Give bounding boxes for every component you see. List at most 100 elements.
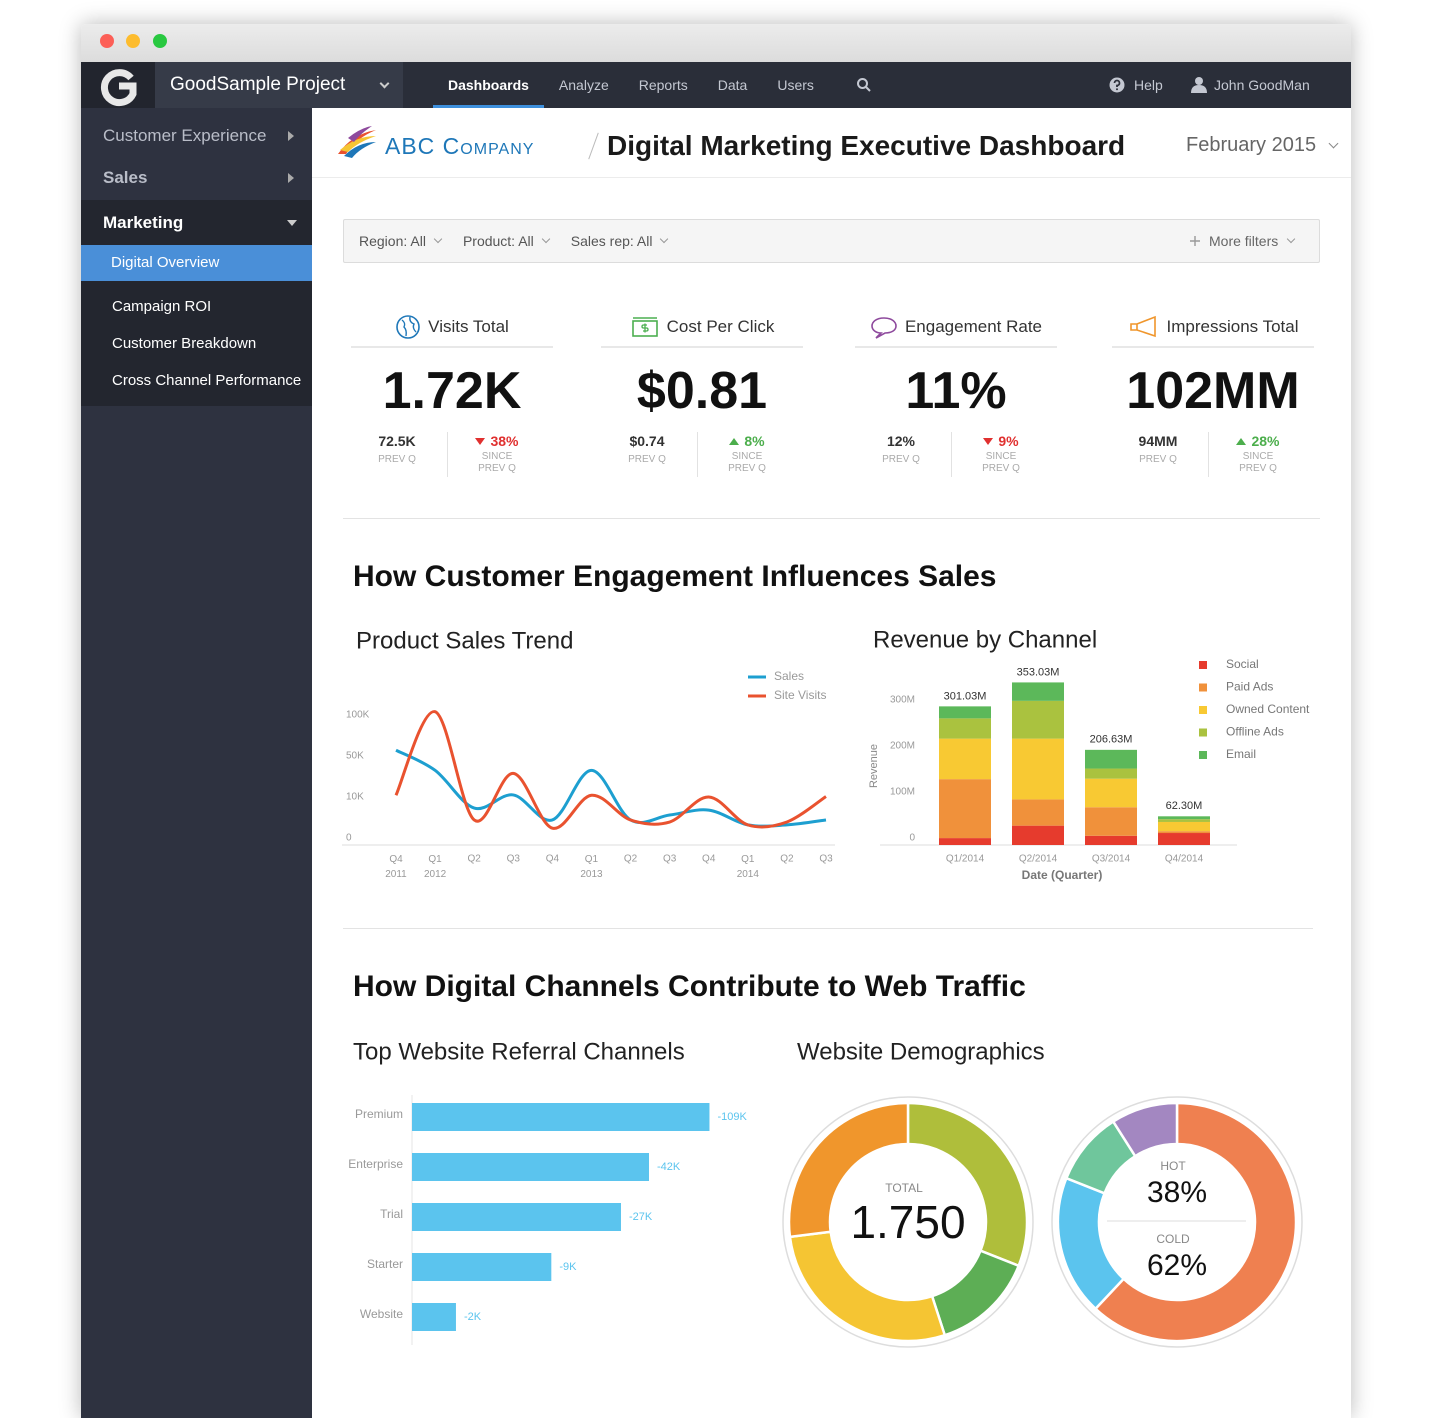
search-icon[interactable] (856, 77, 872, 93)
filter-list: Region: All Product: All Sales rep: All (359, 219, 689, 263)
kpi-arrow (475, 437, 486, 445)
logo-mark (101, 69, 137, 107)
menu-item[interactable]: Customer Experience (81, 115, 312, 157)
kpi-change: 8% (697, 432, 797, 450)
submenu-item[interactable]: Cross Channel Performance (81, 362, 312, 399)
section-title: How Digital Channels Contribute to Web T… (353, 970, 1026, 1003)
kpi-value: 1.72K (382, 362, 522, 420)
kpi-arrow (1236, 437, 1247, 445)
period-label: February 2015 (1186, 134, 1317, 156)
divider (343, 518, 1320, 519)
kpi-label: Cost Per Click (666, 317, 775, 336)
kpi-change: 38% (447, 432, 547, 450)
kpi-change: 28% (1208, 432, 1308, 450)
kpi-divider (447, 432, 448, 477)
more-filters[interactable]: More filters (1188, 219, 1296, 263)
kpi-header: Cost Per Click (601, 308, 803, 348)
project-caret (379, 78, 390, 89)
kpi-icon (1128, 314, 1160, 340)
kpi-previous: 12% (886, 433, 916, 449)
kpi-header: Visits Total (351, 308, 553, 348)
kpi-header: Impressions Total (1112, 308, 1314, 348)
kpi-arrow (983, 437, 994, 445)
submenu: Digital Overview Campaign ROI Customer Bre… (81, 245, 312, 406)
kpi-icon (630, 314, 660, 340)
kpi-divider (697, 432, 698, 477)
period-picker[interactable]: February 2015 (1186, 128, 1316, 162)
kpi-change: 9% (951, 432, 1051, 450)
filter-caret (660, 234, 669, 244)
filter-caret (433, 234, 443, 244)
filter-bar (343, 219, 1320, 263)
more-filters-label: More filters (1209, 233, 1279, 249)
title-bar (81, 24, 1351, 62)
company-logo (338, 126, 376, 158)
menu-label: Sales (103, 168, 148, 187)
menu-caret (287, 220, 297, 226)
kpi-previous-label: PREV Q (882, 454, 920, 465)
submenu-item[interactable]: Digital Overview (81, 245, 312, 281)
menu-label: Customer Experience (103, 126, 267, 145)
kpi-label: Engagement Rate (904, 317, 1043, 336)
kpi-divider (1208, 432, 1209, 477)
filter[interactable]: Sales rep: All (570, 219, 669, 263)
nav-item[interactable]: Reports (638, 77, 688, 93)
section-title: How Customer Engagement Influences Sales (353, 560, 997, 593)
project-switcher[interactable]: GoodSample Project (155, 62, 403, 108)
kpi-value: $0.81 (636, 362, 768, 420)
nav-item[interactable]: Analyze (558, 77, 609, 93)
menu-section[interactable]: Marketing (81, 200, 312, 245)
logo[interactable] (81, 62, 155, 108)
kpi-previous: 94MM (1138, 433, 1178, 449)
kpi-change-value: 9% (998, 433, 1019, 449)
kpi-value: 11% (905, 362, 1007, 420)
kpi-change-value: 28% (1251, 433, 1280, 449)
filter-caret (541, 234, 551, 244)
menu-caret (288, 131, 294, 141)
kpi-previous: 72.5K (378, 433, 416, 449)
menu-item[interactable]: Sales (81, 157, 312, 199)
submenu-item[interactable]: Campaign ROI (81, 288, 312, 325)
kpi-icon (395, 314, 421, 340)
sidebar-menu: Customer Experience Sales Marketing Digital… (81, 108, 312, 408)
nav-item[interactable]: Data (717, 77, 748, 93)
submenu-label: Campaign ROI (112, 298, 212, 315)
kpi-arrow (729, 437, 740, 445)
submenu-item[interactable]: Customer Breakdown (81, 325, 312, 362)
kpi-previous: $0.74 (629, 433, 665, 449)
kpi-value: 102MM (1126, 362, 1300, 420)
kpi-previous-label: PREV Q (378, 454, 416, 465)
divider (343, 928, 1313, 929)
kpi-previous-label: PREV Q (628, 454, 666, 465)
filter-label: Region: All (359, 233, 426, 249)
kpi-change-label: SINCE PREV Q (728, 451, 766, 474)
company-name: ABC Company (385, 133, 535, 159)
user-menu[interactable]: John GoodMan (1214, 77, 1310, 93)
kpi-change-value: 8% (744, 433, 765, 449)
more-filters-caret (1286, 234, 1296, 244)
nav-item[interactable]: Dashboards (433, 62, 544, 108)
help-link[interactable]: Help (1134, 77, 1163, 93)
close-button[interactable] (100, 34, 114, 48)
project-name: GoodSample Project (170, 74, 346, 95)
filter[interactable]: Region: All (359, 219, 443, 263)
kpi-divider (951, 432, 952, 477)
kpi-label: Visits Total (428, 317, 509, 336)
kpi-label: Impressions Total (1166, 317, 1299, 336)
filter[interactable]: Product: All (463, 219, 551, 263)
filter-label: Sales rep: All (570, 233, 653, 249)
user-icon (1191, 77, 1207, 93)
nav-item[interactable]: Users (777, 77, 814, 93)
submenu-label: Digital Overview (111, 254, 220, 271)
kpi-previous-label: PREV Q (1139, 454, 1177, 465)
kpi-change-value: 38% (490, 433, 519, 449)
help-icon (1109, 77, 1125, 93)
zoom-button[interactable] (153, 34, 167, 48)
header (312, 108, 1351, 178)
kpi-change-label: SINCE PREV Q (478, 451, 516, 474)
kpi-change-label: SINCE PREV Q (1239, 451, 1277, 474)
menu-caret (288, 173, 294, 183)
minimize-button[interactable] (126, 34, 140, 48)
submenu-label: Cross Channel Performance (112, 372, 302, 389)
